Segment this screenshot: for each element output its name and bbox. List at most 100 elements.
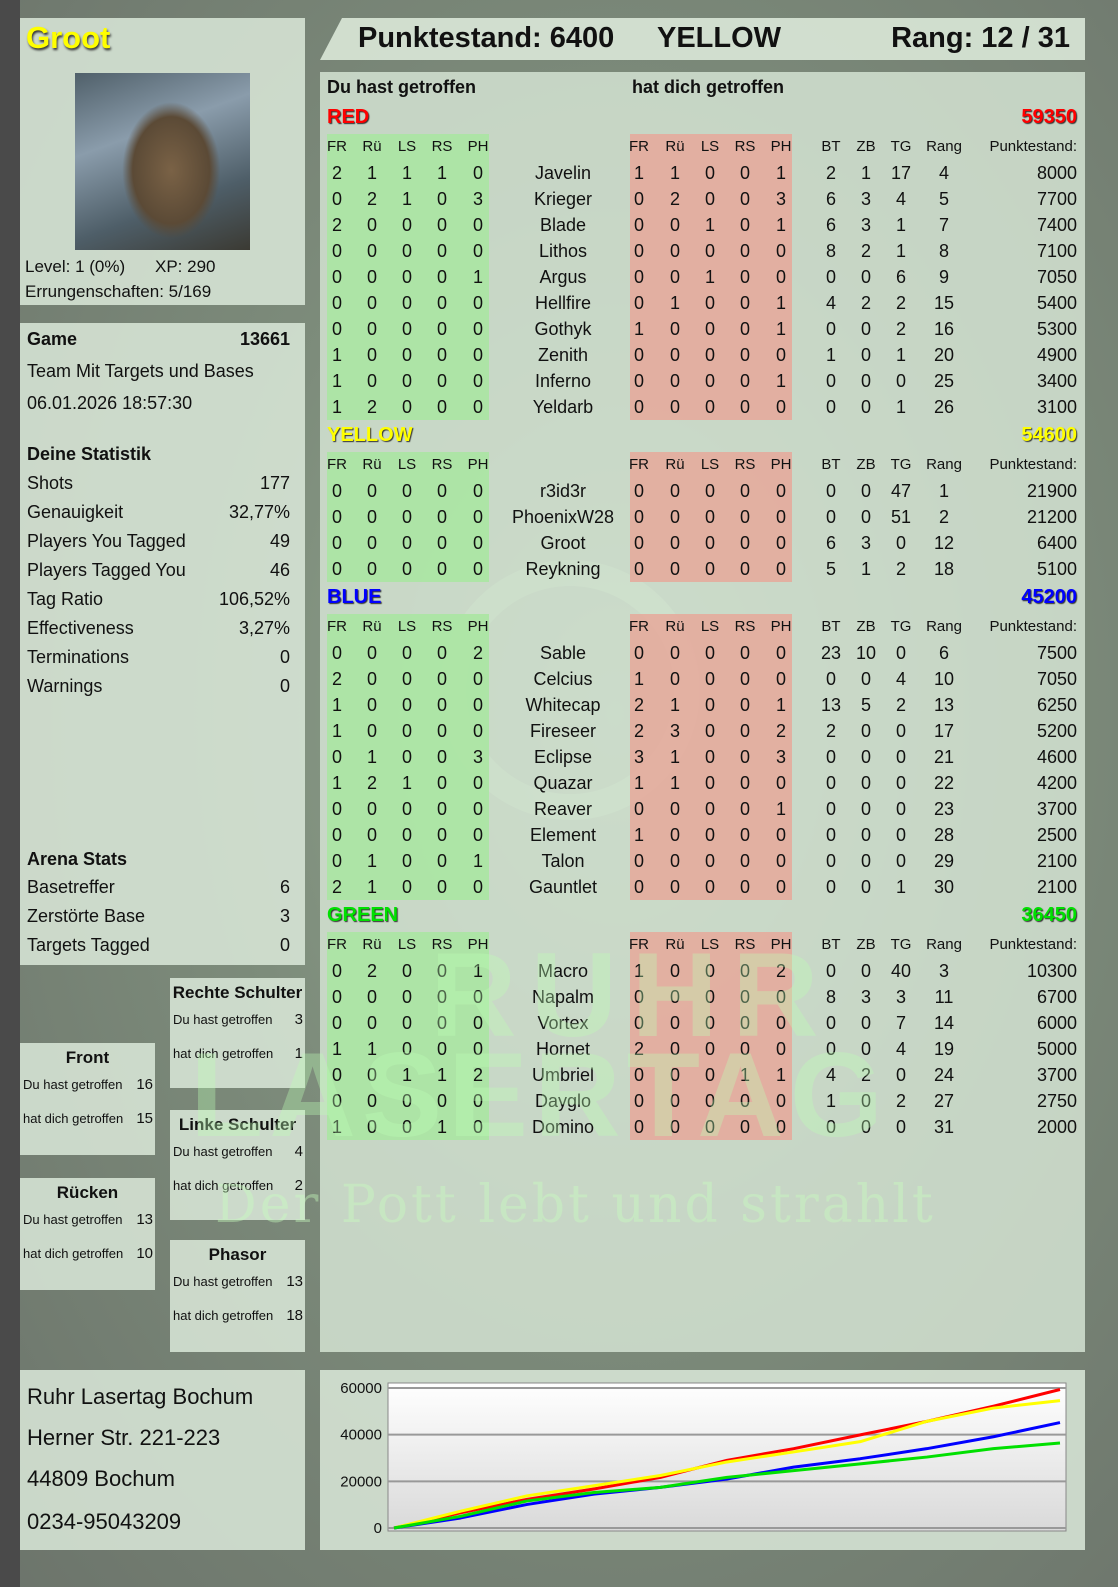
player-row[interactable]: 2 0 0 0 0 Celcius 1 0 0 0 0 0 0 4 10 7050 <box>320 666 1085 692</box>
hit-value: 0 <box>436 825 447 845</box>
got-value: 0 <box>739 825 750 845</box>
player-row[interactable]: 2 1 1 1 0 Javelin 1 1 0 0 1 2 1 17 4 8000 <box>320 160 1085 186</box>
player-row[interactable]: 0 0 0 0 2 Sable 0 0 0 0 0 23 10 0 6 7500 <box>320 640 1085 666</box>
hit-value: 0 <box>366 643 377 663</box>
got-value: 0 <box>704 293 715 313</box>
player-row[interactable]: 0 2 0 0 1 Macro 1 0 0 0 2 0 0 40 3 10300 <box>320 958 1085 984</box>
player-row[interactable]: 0 0 0 0 0 PhoenixW28 0 0 0 0 0 0 0 51 2 21200 <box>320 504 1085 530</box>
player-row[interactable]: 0 0 0 0 0 Lithos 0 0 0 0 0 8 2 1 8 7100 <box>320 238 1085 264</box>
hit-value: 1 <box>401 773 412 793</box>
stat-row-label: Effectiveness <box>27 618 134 638</box>
rang-value: 14 <box>933 1013 955 1033</box>
player-row[interactable]: 0 1 0 0 1 Talon 0 0 0 0 0 0 0 0 29 2100 <box>320 848 1085 874</box>
player-row[interactable]: 0 0 0 0 0 Vortex 0 0 0 0 0 0 0 7 14 6000 <box>320 1010 1085 1036</box>
zb-value: 2 <box>860 1065 871 1085</box>
player-row[interactable]: 0 2 1 0 3 Krieger 0 2 0 0 3 6 3 4 5 7700 <box>320 186 1085 212</box>
zone-hit-label: Du hast getroffen <box>23 1077 123 1092</box>
rang-value: 3 <box>938 961 949 981</box>
player-row[interactable]: 0 0 0 0 0 Reaver 0 0 0 0 1 0 0 0 23 3700 <box>320 796 1085 822</box>
player-row[interactable]: 1 1 0 0 0 Hornet 2 0 0 0 0 0 0 4 19 5000 <box>320 1036 1085 1062</box>
got-col-header: PH <box>770 138 792 155</box>
got-value: 0 <box>633 799 644 819</box>
address-phone: 0234-95043209 <box>27 1509 182 1534</box>
player-row[interactable]: 0 0 0 0 0 Groot 0 0 0 0 0 6 3 0 12 6400 <box>320 530 1085 556</box>
got-value: 0 <box>704 747 715 767</box>
player-row[interactable]: 1 0 0 0 0 Zenith 0 0 0 0 0 1 0 1 20 4900 <box>320 342 1085 368</box>
player-row[interactable]: 2 1 0 0 0 Gauntlet 0 0 0 0 0 0 0 1 30 2100 <box>320 874 1085 900</box>
got-col-header: LS <box>700 618 720 635</box>
player-row[interactable]: 1 0 0 0 0 Inferno 0 0 0 0 1 0 0 0 25 3400 <box>320 368 1085 394</box>
hit-value: 1 <box>472 267 483 287</box>
got-value: 0 <box>704 1091 715 1111</box>
team-name: GREEN <box>327 904 399 926</box>
hit-value: 0 <box>401 267 412 287</box>
hit-value: 0 <box>401 877 412 897</box>
player-row[interactable]: 1 0 0 0 0 Fireseer 2 3 0 0 2 2 0 0 17 5200 <box>320 718 1085 744</box>
player-row[interactable]: 0 1 0 0 3 Eclipse 3 1 0 0 3 0 0 0 21 4600 <box>320 744 1085 770</box>
rang-value: 24 <box>933 1065 955 1085</box>
got-value: 0 <box>739 533 750 553</box>
hit-value: 0 <box>331 825 342 845</box>
zb-value: 0 <box>860 267 871 287</box>
player-name: Vortex <box>537 1013 589 1033</box>
got-value: 0 <box>669 961 680 981</box>
game-stats-panel <box>20 323 305 965</box>
got-value: 0 <box>633 481 644 501</box>
got-value: 0 <box>633 643 644 663</box>
got-value: 0 <box>704 825 715 845</box>
player-row[interactable]: 2 0 0 0 0 Blade 0 0 1 0 1 6 3 1 7 7400 <box>320 212 1085 238</box>
player-row[interactable]: 0 0 0 0 0 Napalm 0 0 0 0 0 8 3 3 11 6700 <box>320 984 1085 1010</box>
zone-hit-value: 4 <box>294 1143 303 1160</box>
zb-value: 3 <box>860 215 871 235</box>
player-row[interactable]: 0 0 0 0 0 Gothyk 1 0 0 0 1 0 0 2 16 5300 <box>320 316 1085 342</box>
hit-col-header: PH <box>467 456 489 473</box>
got-value: 1 <box>775 215 786 235</box>
got-value: 1 <box>669 293 680 313</box>
got-value: 0 <box>739 215 750 235</box>
zone-hit-value: 13 <box>136 1211 153 1228</box>
tg-value: 1 <box>895 397 906 417</box>
hit-col-header: FR <box>327 138 347 155</box>
got-value: 1 <box>669 747 680 767</box>
got-value: 0 <box>775 397 786 417</box>
player-row[interactable]: 0 0 1 1 2 Umbriel 0 0 0 1 1 4 2 0 24 3700 <box>320 1062 1085 1088</box>
player-row[interactable]: 0 0 0 0 0 Reykning 0 0 0 0 0 5 1 2 18 5100 <box>320 556 1085 582</box>
player-row[interactable]: 0 0 0 0 0 Dayglo 0 0 0 0 0 1 0 2 27 2750 <box>320 1088 1085 1114</box>
hit-value: 0 <box>366 371 377 391</box>
player-row[interactable]: 1 0 0 0 0 Whitecap 2 1 0 0 1 13 5 2 13 6250 <box>320 692 1085 718</box>
got-value: 0 <box>633 241 644 261</box>
stat-col-header: ZB <box>856 456 876 473</box>
player-row[interactable]: 0 0 0 0 1 Argus 0 0 1 0 0 0 0 6 9 7050 <box>320 264 1085 290</box>
hit-value: 0 <box>401 215 412 235</box>
player-row[interactable]: 1 2 1 0 0 Quazar 1 1 0 0 0 0 0 0 22 4200 <box>320 770 1085 796</box>
player-row[interactable]: 0 0 0 0 0 Element 1 0 0 0 0 0 0 0 28 2500 <box>320 822 1085 848</box>
stat-row-label: Genauigkeit <box>27 502 124 522</box>
stats-title: Deine Statistik <box>27 442 290 466</box>
rang-value: 9 <box>938 267 949 287</box>
header-score: Punktestand: 6400 <box>358 22 615 54</box>
got-value: 1 <box>775 163 786 183</box>
player-row[interactable]: 1 0 0 1 0 Domino 0 0 0 0 0 0 0 0 31 2000 <box>320 1114 1085 1140</box>
address-street: Herner Str. 221-223 <box>27 1425 221 1450</box>
got-value: 2 <box>633 721 644 741</box>
achievements-text: Errungenschaften: 5/169 <box>25 282 212 301</box>
stat-row-value: 106,52% <box>218 589 290 609</box>
player-row[interactable]: 0 0 0 0 0 Hellfire 0 1 0 0 1 4 2 2 15 5400 <box>320 290 1085 316</box>
hit-value: 0 <box>436 1039 447 1059</box>
got-value: 0 <box>633 189 644 209</box>
hit-value: 0 <box>366 293 377 313</box>
hit-value: 0 <box>472 987 483 1007</box>
tg-value: 51 <box>890 507 912 527</box>
hit-value: 0 <box>436 189 447 209</box>
player-row[interactable]: 0 0 0 0 0 r3id3r 0 0 0 0 0 0 0 47 1 21900 <box>320 478 1085 504</box>
arena-row-value: 0 <box>279 935 290 955</box>
player-score: 7400 <box>1036 215 1077 235</box>
got-value: 1 <box>633 825 644 845</box>
player-score: 3700 <box>1036 799 1077 819</box>
got-value: 0 <box>669 825 680 845</box>
player-name: Reykning <box>525 559 601 579</box>
got-col-header: RS <box>734 138 756 155</box>
got-value: 0 <box>669 397 680 417</box>
hit-value: 0 <box>472 215 483 235</box>
player-row[interactable]: 1 2 0 0 0 Yeldarb 0 0 0 0 0 0 0 1 26 3100 <box>320 394 1085 420</box>
